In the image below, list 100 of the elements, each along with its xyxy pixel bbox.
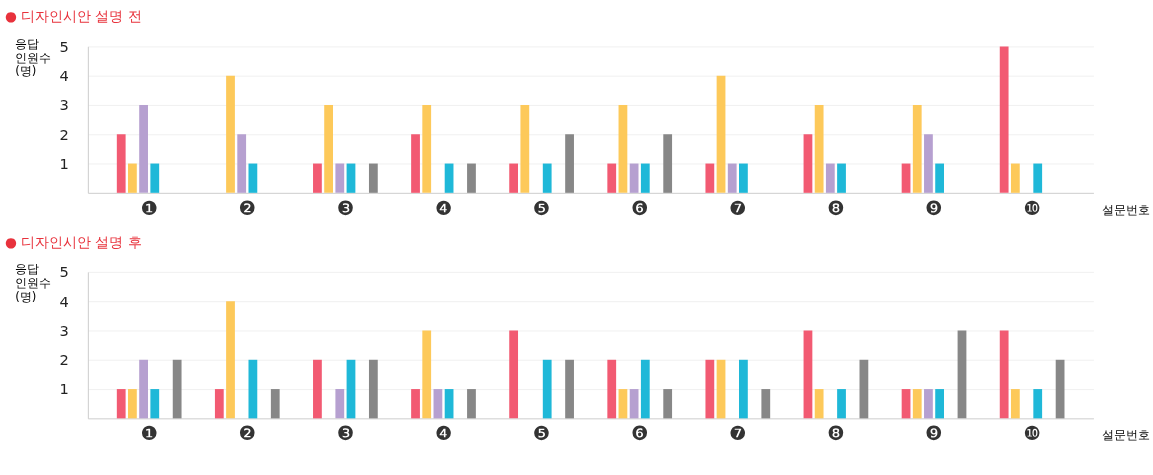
bar bbox=[859, 359, 869, 419]
bar bbox=[150, 163, 160, 193]
bar bbox=[705, 359, 715, 419]
bar bbox=[705, 163, 715, 193]
x-tick-label: ❺ bbox=[532, 196, 551, 220]
y-tick-label: 2 bbox=[59, 351, 69, 369]
bar bbox=[629, 389, 639, 419]
bar bbox=[346, 359, 356, 419]
bar bbox=[837, 163, 846, 193]
bar bbox=[313, 359, 322, 419]
bar bbox=[935, 389, 945, 419]
bar bbox=[957, 330, 967, 419]
bar bbox=[248, 163, 258, 193]
bar bbox=[346, 163, 356, 193]
x-tick-label: ❷ bbox=[238, 196, 257, 220]
bar bbox=[814, 104, 824, 193]
x-axis-title: 설문번호 bbox=[1101, 202, 1150, 217]
bar bbox=[924, 134, 933, 193]
bar bbox=[335, 389, 345, 419]
bar bbox=[237, 134, 247, 193]
x-tick-label: ❹ bbox=[434, 422, 453, 446]
bar bbox=[150, 389, 160, 419]
bar bbox=[313, 163, 322, 193]
bar bbox=[542, 163, 552, 193]
bar bbox=[542, 359, 552, 419]
y-axis-title: 응답 인원수 (명) bbox=[15, 262, 52, 304]
bar bbox=[368, 359, 378, 419]
x-tick-label: ❾ bbox=[925, 196, 943, 220]
bar bbox=[739, 359, 748, 419]
bar bbox=[935, 163, 945, 193]
bar bbox=[172, 359, 182, 419]
bar bbox=[411, 134, 420, 193]
y-tick-label: 1 bbox=[59, 380, 69, 398]
bar bbox=[520, 104, 530, 193]
bar bbox=[467, 389, 476, 419]
chart-title: ● 디자인시안 설명 후 bbox=[4, 233, 142, 250]
x-axis-title: 설문번호 bbox=[1101, 428, 1150, 443]
x-tick-label: ❺ bbox=[532, 422, 551, 446]
bar bbox=[1033, 389, 1043, 419]
bar bbox=[727, 163, 737, 193]
x-tick-label: ❿ bbox=[1023, 196, 1041, 220]
bar bbox=[565, 359, 574, 419]
y-tick-label: 3 bbox=[59, 321, 69, 339]
x-tick-label: ❶ bbox=[140, 196, 158, 220]
bar bbox=[618, 104, 628, 193]
bar bbox=[803, 330, 813, 419]
bar bbox=[467, 163, 476, 193]
bar bbox=[901, 389, 911, 419]
bar bbox=[368, 163, 378, 193]
bar bbox=[226, 301, 235, 419]
y-tick-label: 2 bbox=[59, 125, 69, 143]
bar bbox=[1033, 163, 1043, 193]
bar bbox=[912, 389, 922, 419]
bar bbox=[128, 163, 137, 193]
bar bbox=[565, 134, 574, 193]
bar bbox=[139, 359, 148, 419]
x-tick-label: ❿ bbox=[1023, 422, 1041, 446]
bar bbox=[128, 389, 137, 419]
y-tick-label: 3 bbox=[59, 96, 69, 114]
bar bbox=[739, 163, 748, 193]
bar bbox=[444, 389, 454, 419]
bar bbox=[999, 46, 1009, 193]
y-axis-title: 응답 인원수 (명) bbox=[15, 36, 52, 79]
bar bbox=[1010, 163, 1020, 193]
bar bbox=[837, 389, 846, 419]
y-tick-label: 4 bbox=[59, 292, 69, 310]
bar bbox=[324, 104, 333, 193]
x-tick-label: ❸ bbox=[336, 422, 355, 446]
y-tick-label: 1 bbox=[59, 154, 69, 172]
x-tick-label: ❷ bbox=[238, 422, 257, 446]
bar bbox=[640, 163, 650, 193]
bar bbox=[509, 163, 519, 193]
bar bbox=[716, 359, 726, 419]
bar bbox=[912, 104, 922, 193]
bar bbox=[270, 389, 280, 419]
chart-title: ● 디자인시안 설명 전 bbox=[4, 8, 142, 24]
bar bbox=[607, 163, 617, 193]
x-tick-label: ❾ bbox=[925, 422, 943, 446]
bar bbox=[924, 389, 933, 419]
bar bbox=[335, 163, 345, 193]
bar bbox=[825, 163, 835, 193]
bar bbox=[814, 389, 824, 419]
x-tick-label: ❼ bbox=[729, 196, 747, 220]
bar bbox=[422, 104, 432, 193]
y-tick-label: 5 bbox=[59, 37, 69, 55]
bar bbox=[444, 163, 454, 193]
bar bbox=[901, 163, 911, 193]
bar bbox=[999, 330, 1009, 419]
bar bbox=[214, 389, 224, 419]
bar bbox=[116, 389, 126, 419]
bar bbox=[411, 389, 420, 419]
bar bbox=[509, 330, 519, 419]
bar bbox=[422, 330, 432, 419]
bar bbox=[607, 359, 617, 419]
bar bbox=[716, 75, 726, 193]
x-tick-label: ❻ bbox=[630, 196, 649, 220]
x-tick-label: ❸ bbox=[336, 196, 355, 220]
x-tick-label: ❽ bbox=[827, 196, 845, 220]
bar bbox=[116, 134, 126, 193]
bar bbox=[248, 359, 258, 419]
